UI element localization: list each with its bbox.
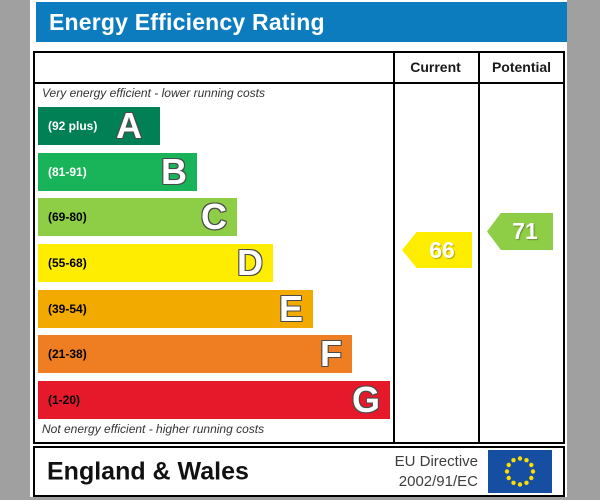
band-c: (69-80) C [38,198,237,236]
potential-rating-value: 71 [512,218,538,244]
band-d: (55-68) D [38,244,273,282]
rating-chart: Current Potential Very energy efficient … [33,51,565,444]
potential-rating-arrow: 71 [487,213,553,250]
band-e: (39-54) E [38,290,313,328]
eu-directive-line1: EU Directive [394,453,478,470]
potential-column-header: Potential [491,59,552,75]
page-title: Energy Efficiency Rating [36,2,567,42]
caption-not-efficient: Not energy efficient - higher running co… [42,422,265,436]
column-divider [478,53,480,442]
current-rating-arrow: 66 [402,232,472,268]
band-c-range: (69-80) [48,210,87,224]
current-rating-value: 66 [429,236,455,263]
footer-bar: England & Wales EU Directive 2002/91/EC [33,446,565,497]
band-b-letter: B [161,151,187,192]
band-a-range: (92 plus) [48,119,98,133]
region-label: England & Wales [47,457,249,485]
eu-directive-text: EU Directive 2002/91/EC [395,452,478,492]
band-e-range: (39-54) [48,302,87,316]
eu-directive-line2: 2002/91/EC [398,473,478,490]
band-e-letter: E [278,288,303,329]
band-g: (1-20) G [38,381,390,419]
band-a: (92 plus) A [38,107,160,145]
band-f-letter: F [320,333,342,374]
epc-certificate-page: Energy Efficiency Rating Current Potenti… [30,0,567,497]
column-divider [393,53,395,442]
eu-flag-icon [488,450,552,493]
band-d-range: (55-68) [48,256,87,270]
header-divider [35,82,563,84]
band-g-range: (1-20) [48,393,81,407]
current-column-header: Current [410,59,461,75]
caption-very-efficient: Very energy efficient - lower running co… [42,86,265,100]
band-b-range: (81-91) [48,165,87,179]
band-d-letter: D [237,242,263,283]
band-f: (21-38) F [38,335,352,373]
band-b: (81-91) B [38,153,197,191]
band-f-range: (21-38) [48,347,87,361]
band-a-letter: A [116,105,142,146]
band-g-letter: G [351,379,380,420]
band-c-letter: C [201,196,227,237]
